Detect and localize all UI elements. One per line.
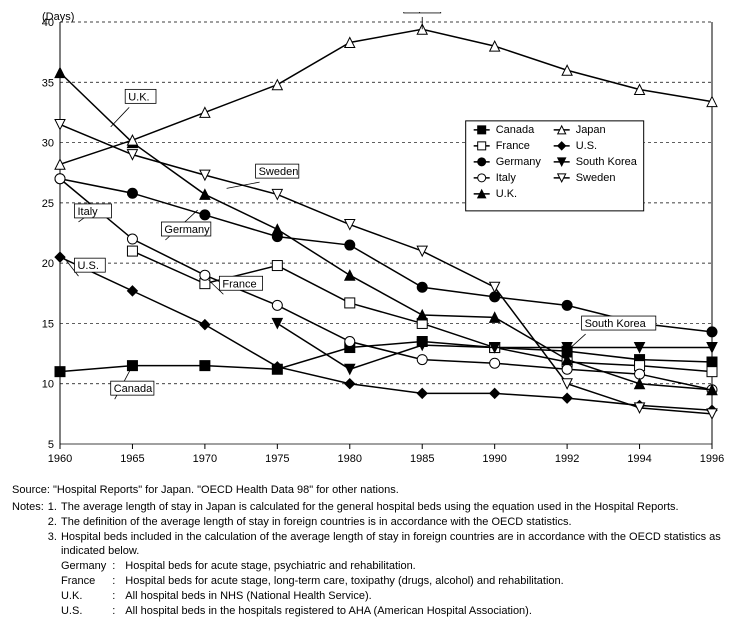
def-val: Hospital beds for acute stage, long-term… — [119, 574, 567, 589]
svg-text:20: 20 — [42, 258, 54, 270]
chart-notes: Source: "Hospital Reports" for Japan. "O… — [12, 483, 732, 619]
svg-text:Canada: Canada — [496, 124, 535, 136]
line-chart: 510152025303540(Days)1960196519701975198… — [12, 12, 732, 477]
svg-text:35: 35 — [42, 77, 54, 89]
svg-text:10: 10 — [42, 379, 54, 391]
series-U.K. — [55, 68, 717, 395]
svg-text:1994: 1994 — [627, 453, 651, 465]
svg-text:15: 15 — [42, 318, 54, 330]
def-key: Germany — [61, 559, 112, 574]
svg-text:Italy: Italy — [77, 206, 98, 218]
note-text-2: The definition of the average length of … — [61, 515, 732, 530]
svg-text:Japan: Japan — [576, 124, 606, 136]
svg-text:U.S.: U.S. — [77, 260, 98, 272]
notes-label: Notes: — [12, 500, 48, 515]
svg-text:1996: 1996 — [700, 453, 724, 465]
note-text-3: Hospital beds included in the calculatio… — [61, 530, 732, 560]
svg-text:1980: 1980 — [338, 453, 362, 465]
svg-text:1990: 1990 — [482, 453, 506, 465]
note-num-3: 3. — [48, 530, 61, 560]
svg-text:France: France — [496, 140, 530, 152]
svg-text:25: 25 — [42, 198, 54, 210]
svg-text:(Days): (Days) — [42, 12, 74, 23]
svg-text:Germany: Germany — [496, 156, 542, 168]
def-key: U.K. — [61, 589, 112, 604]
svg-text:South Korea: South Korea — [576, 156, 638, 168]
svg-text:Sweden: Sweden — [576, 172, 616, 184]
svg-text:Canada: Canada — [114, 383, 153, 395]
svg-text:1965: 1965 — [120, 453, 144, 465]
note-text-1: The average length of stay in Japan is c… — [61, 500, 732, 515]
country-definitions: Germany:Hospital beds for acute stage, p… — [61, 559, 568, 618]
svg-text:1992: 1992 — [555, 453, 579, 465]
svg-text:U.K.: U.K. — [128, 91, 149, 103]
def-key: France — [61, 574, 112, 589]
svg-text:1960: 1960 — [48, 453, 72, 465]
svg-text:U.S.: U.S. — [576, 140, 597, 152]
svg-text:1985: 1985 — [410, 453, 434, 465]
svg-text:5: 5 — [48, 439, 54, 451]
def-key: U.S. — [61, 604, 112, 619]
note-num-1: 1. — [48, 500, 61, 515]
svg-text:U.K.: U.K. — [496, 188, 517, 200]
note-num-2: 2. — [48, 515, 61, 530]
svg-text:30: 30 — [42, 138, 54, 150]
source-text: "Hospital Reports" for Japan. "OECD Heal… — [53, 484, 399, 496]
svg-text:Sweden: Sweden — [259, 166, 299, 178]
svg-text:Italy: Italy — [496, 172, 517, 184]
chart-canvas: 510152025303540(Days)1960196519701975198… — [12, 12, 732, 472]
source-label: Source: — [12, 484, 50, 496]
def-val: All hospital beds in NHS (National Healt… — [119, 589, 567, 604]
svg-text:South Korea: South Korea — [585, 318, 647, 330]
def-val: Hospital beds for acute stage, psychiatr… — [119, 559, 567, 574]
svg-text:Germany: Germany — [164, 224, 210, 236]
svg-text:Japan: Japan — [407, 12, 437, 13]
svg-text:1975: 1975 — [265, 453, 289, 465]
def-val: All hospital beds in the hospitals regis… — [119, 604, 567, 619]
svg-text:1970: 1970 — [193, 453, 217, 465]
svg-text:France: France — [222, 278, 256, 290]
